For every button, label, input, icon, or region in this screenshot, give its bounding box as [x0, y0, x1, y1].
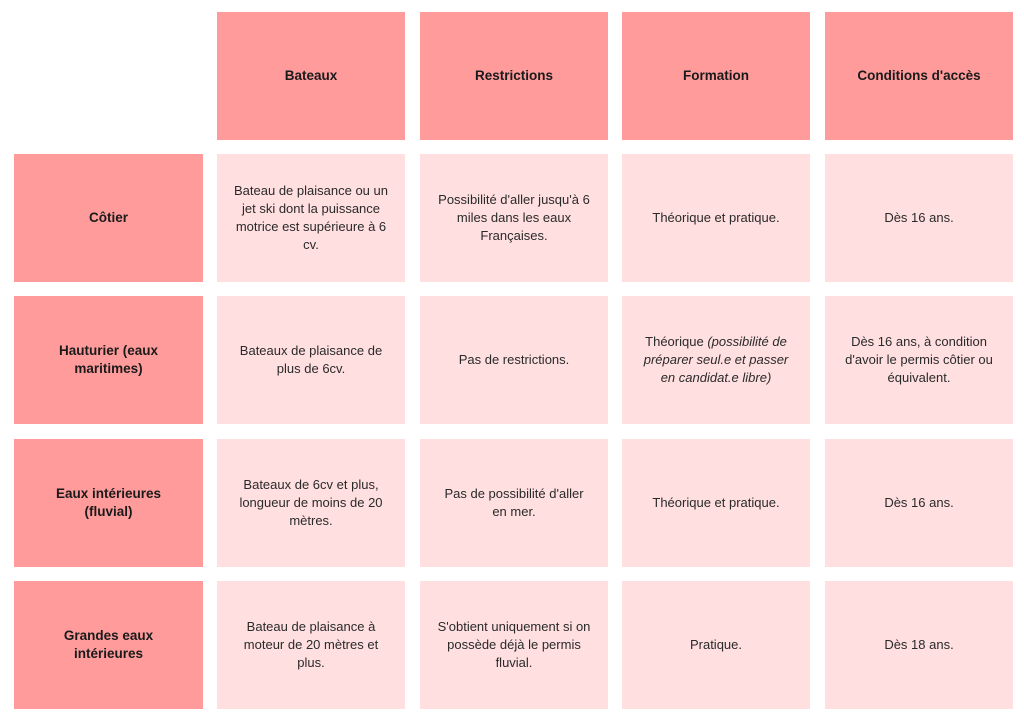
row-header-hauturier: Hauturier (eaux maritimes)	[14, 296, 203, 424]
cell-hauturier-formation: Théorique (possibilité de préparer seul.…	[622, 296, 810, 424]
cell-eaux-interieures-bateaux: Bateaux de 6cv et plus, longueur de moin…	[217, 439, 405, 567]
cell-cotier-bateaux: Bateau de plaisance ou un jet ski dont l…	[217, 154, 405, 282]
cell-cotier-conditions: Dès 16 ans.	[825, 154, 1013, 282]
cell-grandes-eaux-formation: Pratique.	[622, 581, 810, 709]
cell-eaux-interieures-restrictions: Pas de possibilité d'aller en mer.	[420, 439, 608, 567]
formation-text: Théorique	[645, 334, 704, 349]
cell-grandes-eaux-restrictions: S'obtient uniquement si on possède déjà …	[420, 581, 608, 709]
cell-cotier-restrictions: Possibilité d'aller jusqu'à 6 miles dans…	[420, 154, 608, 282]
cell-hauturier-restrictions: Pas de restrictions.	[420, 296, 608, 424]
cell-hauturier-conditions: Dès 16 ans, à condition d'avoir le permi…	[825, 296, 1013, 424]
row-header-eaux-interieures: Eaux intérieures (fluvial)	[14, 439, 203, 567]
cell-grandes-eaux-bateaux: Bateau de plaisance à moteur de 20 mètre…	[217, 581, 405, 709]
column-header-conditions: Conditions d'accès	[825, 12, 1013, 140]
column-header-formation: Formation	[622, 12, 810, 140]
column-header-restrictions: Restrictions	[420, 12, 608, 140]
cell-cotier-formation: Théorique et pratique.	[622, 154, 810, 282]
formation-note: (possibilité de préparer seul.e et passe…	[643, 334, 789, 385]
cell-hauturier-formation-content: Théorique (possibilité de préparer seul.…	[638, 333, 794, 387]
cell-eaux-interieures-conditions: Dès 16 ans.	[825, 439, 1013, 567]
row-header-cotier: Côtier	[14, 154, 203, 282]
cell-grandes-eaux-conditions: Dès 18 ans.	[825, 581, 1013, 709]
column-header-bateaux: Bateaux	[217, 12, 405, 140]
row-header-grandes-eaux-interieures: Grandes eaux intérieures	[14, 581, 203, 709]
cell-hauturier-bateaux: Bateaux de plaisance de plus de 6cv.	[217, 296, 405, 424]
cell-eaux-interieures-formation: Théorique et pratique.	[622, 439, 810, 567]
